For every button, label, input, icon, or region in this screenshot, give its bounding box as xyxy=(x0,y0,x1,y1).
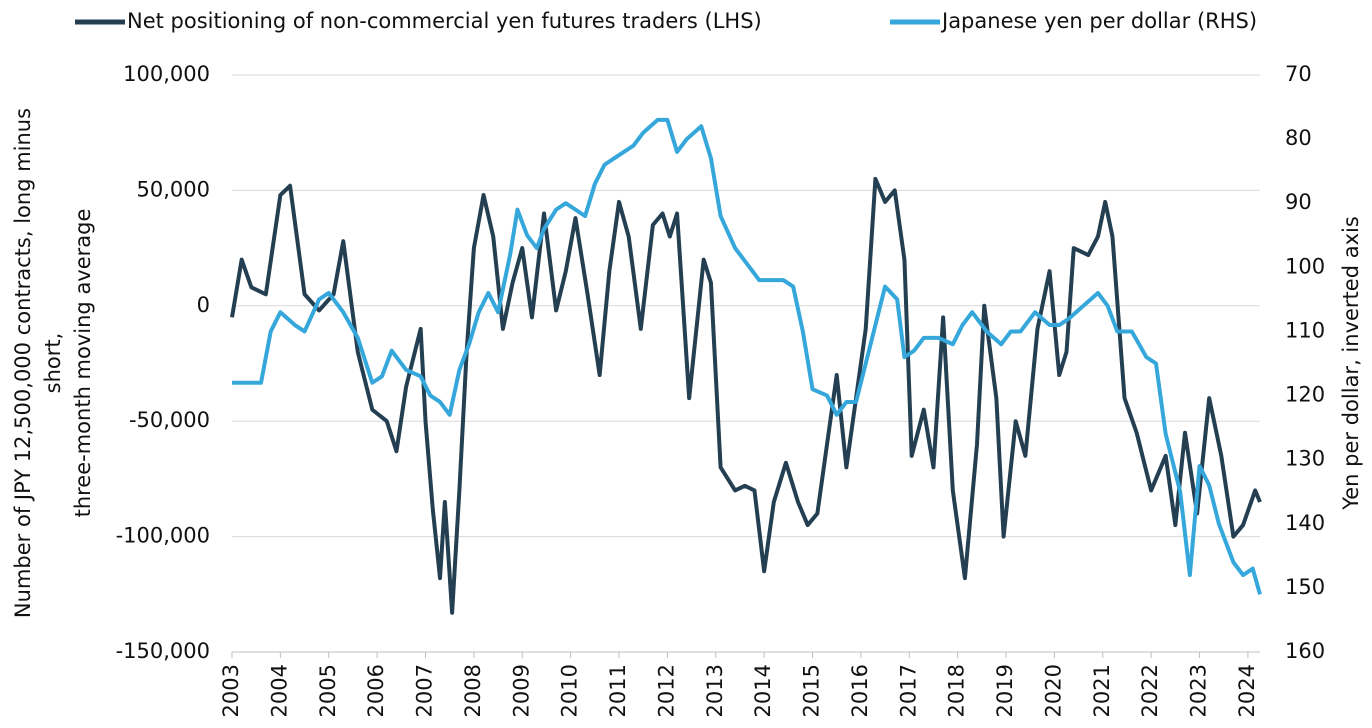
y2-tick-label: 80 xyxy=(1285,126,1312,150)
y-tick-label: -50,000 xyxy=(129,408,210,432)
y-tick-label: 50,000 xyxy=(137,177,210,201)
x-tick-label: 2006 xyxy=(364,664,388,717)
y-tick-label: 100,000 xyxy=(123,62,210,86)
y-tick-label: -150,000 xyxy=(116,639,210,663)
x-tick-label: 2013 xyxy=(703,664,727,717)
x-tick-label: 2005 xyxy=(316,664,340,717)
x-tick-label: 2021 xyxy=(1090,664,1114,717)
y2-tick-label: 110 xyxy=(1285,318,1325,342)
y2-axis-label: Yen per dollar, inverted axis xyxy=(1339,216,1363,511)
y-axis-label: Number of JPY 12,500,000 contracts, long… xyxy=(11,108,35,618)
x-tick-label: 2014 xyxy=(751,664,775,717)
y2-tick-label: 70 xyxy=(1285,62,1312,86)
x-tick-label: 2018 xyxy=(945,664,969,717)
legend-label: Japanese yen per dollar (RHS) xyxy=(940,9,1257,33)
legend-label: Net positioning of non-commercial yen fu… xyxy=(127,9,762,33)
y2-tick-label: 130 xyxy=(1285,447,1325,471)
y2-tick-label: 140 xyxy=(1285,511,1325,535)
x-tick-label: 2007 xyxy=(413,664,437,717)
x-tick-label: 2022 xyxy=(1138,664,1162,717)
x-tick-label: 2019 xyxy=(993,664,1017,717)
x-tick-label: 2023 xyxy=(1187,664,1211,717)
y2-tick-label: 120 xyxy=(1285,383,1325,407)
line-series xyxy=(230,176,1262,615)
y2-tick-label: 100 xyxy=(1285,254,1325,278)
x-tick-label: 2010 xyxy=(558,664,582,717)
x-tick-label: 2003 xyxy=(219,664,243,717)
x-tick-label: 2008 xyxy=(461,664,485,717)
x-tick-label: 2017 xyxy=(896,664,920,717)
x-tick-label: 2016 xyxy=(848,664,872,717)
y-axis-label: short, xyxy=(41,333,65,394)
x-tick-label: 2020 xyxy=(1041,664,1065,717)
y2-tick-label: 90 xyxy=(1285,190,1312,214)
x-tick-label: 2009 xyxy=(509,664,533,717)
x-tick-label: 2004 xyxy=(267,664,291,717)
x-tick-label: 2011 xyxy=(606,664,630,717)
y2-tick-label: 150 xyxy=(1285,575,1325,599)
y-tick-label: 0 xyxy=(197,293,210,317)
y-axis-label: three-month moving average xyxy=(71,209,95,518)
y-tick-label: -100,000 xyxy=(116,524,210,548)
x-tick-label: 2024 xyxy=(1235,664,1259,717)
y2-tick-label: 160 xyxy=(1285,639,1325,663)
x-tick-label: 2015 xyxy=(800,664,824,717)
x-tick-label: 2012 xyxy=(654,664,678,717)
line-series xyxy=(232,117,1262,595)
